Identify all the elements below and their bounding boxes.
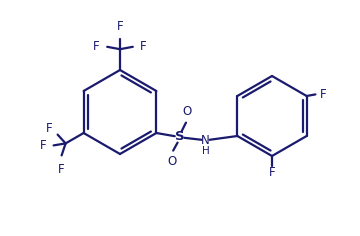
Text: H: H [202, 146, 210, 156]
Text: F: F [45, 122, 52, 135]
Text: F: F [140, 40, 147, 53]
Text: O: O [168, 155, 177, 168]
Text: F: F [117, 20, 123, 33]
Text: S: S [175, 131, 184, 143]
Text: F: F [320, 88, 327, 101]
Text: F: F [58, 163, 65, 176]
Text: F: F [93, 40, 100, 53]
Text: F: F [40, 139, 46, 152]
Text: N: N [201, 134, 210, 147]
Text: F: F [269, 165, 275, 178]
Text: O: O [182, 105, 192, 118]
